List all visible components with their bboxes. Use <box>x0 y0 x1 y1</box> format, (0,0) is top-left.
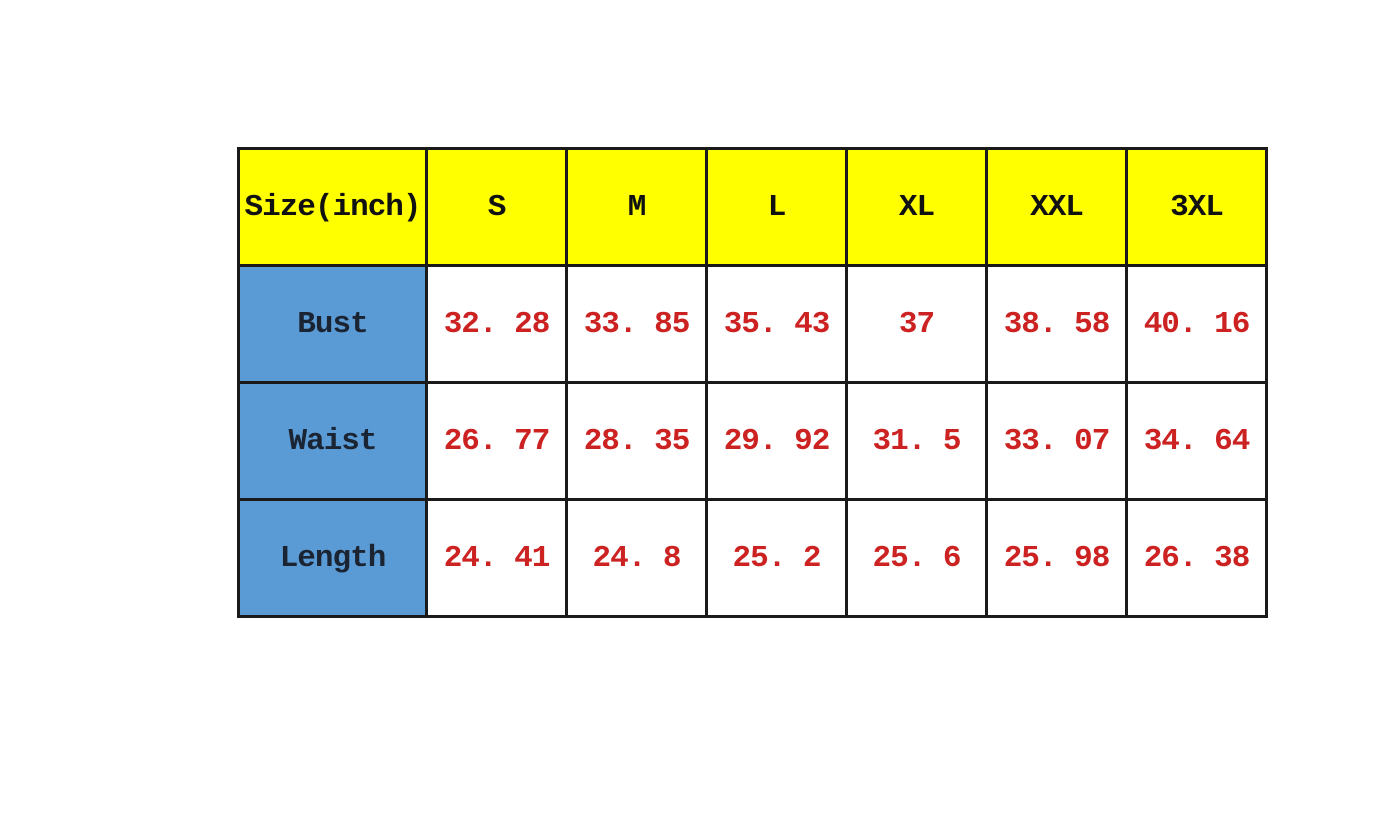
header-cell-xl: XL <box>845 147 988 267</box>
table-row-waist: Waist 26. 77 28. 35 29. 92 31. 5 33. 07 … <box>237 381 1268 501</box>
value-cell-waist-xl: 31. 5 <box>845 381 988 501</box>
value-cell-bust-xl: 37 <box>845 264 988 384</box>
row-label-bust: Bust <box>237 264 428 384</box>
row-label-length: Length <box>237 498 428 618</box>
value-cell-waist-m: 28. 35 <box>565 381 708 501</box>
value-cell-bust-l: 35. 43 <box>705 264 848 384</box>
value-cell-waist-s: 26. 77 <box>425 381 568 501</box>
value-cell-waist-xxl: 33. 07 <box>985 381 1128 501</box>
value-cell-waist-l: 29. 92 <box>705 381 848 501</box>
table-row-length: Length 24. 41 24. 8 25. 2 25. 6 25. 98 2… <box>237 498 1268 618</box>
header-cell-3xl: 3XL <box>1125 147 1268 267</box>
row-label-waist: Waist <box>237 381 428 501</box>
header-cell-size-unit: Size(inch) <box>237 147 428 267</box>
value-cell-length-xl: 25. 6 <box>845 498 988 618</box>
value-cell-bust-xxl: 38. 58 <box>985 264 1128 384</box>
header-cell-m: M <box>565 147 708 267</box>
header-cell-xxl: XXL <box>985 147 1128 267</box>
value-cell-waist-3xl: 34. 64 <box>1125 381 1268 501</box>
size-chart-table: Size(inch) S M L XL XXL 3XL Bust 32. 28 … <box>237 147 1268 618</box>
value-cell-length-m: 24. 8 <box>565 498 708 618</box>
value-cell-length-s: 24. 41 <box>425 498 568 618</box>
value-cell-length-xxl: 25. 98 <box>985 498 1128 618</box>
header-cell-l: L <box>705 147 848 267</box>
value-cell-bust-s: 32. 28 <box>425 264 568 384</box>
header-row: Size(inch) S M L XL XXL 3XL <box>237 147 1268 267</box>
value-cell-bust-3xl: 40. 16 <box>1125 264 1268 384</box>
value-cell-length-l: 25. 2 <box>705 498 848 618</box>
value-cell-bust-m: 33. 85 <box>565 264 708 384</box>
value-cell-length-3xl: 26. 38 <box>1125 498 1268 618</box>
table-row-bust: Bust 32. 28 33. 85 35. 43 37 38. 58 40. … <box>237 264 1268 384</box>
header-cell-s: S <box>425 147 568 267</box>
